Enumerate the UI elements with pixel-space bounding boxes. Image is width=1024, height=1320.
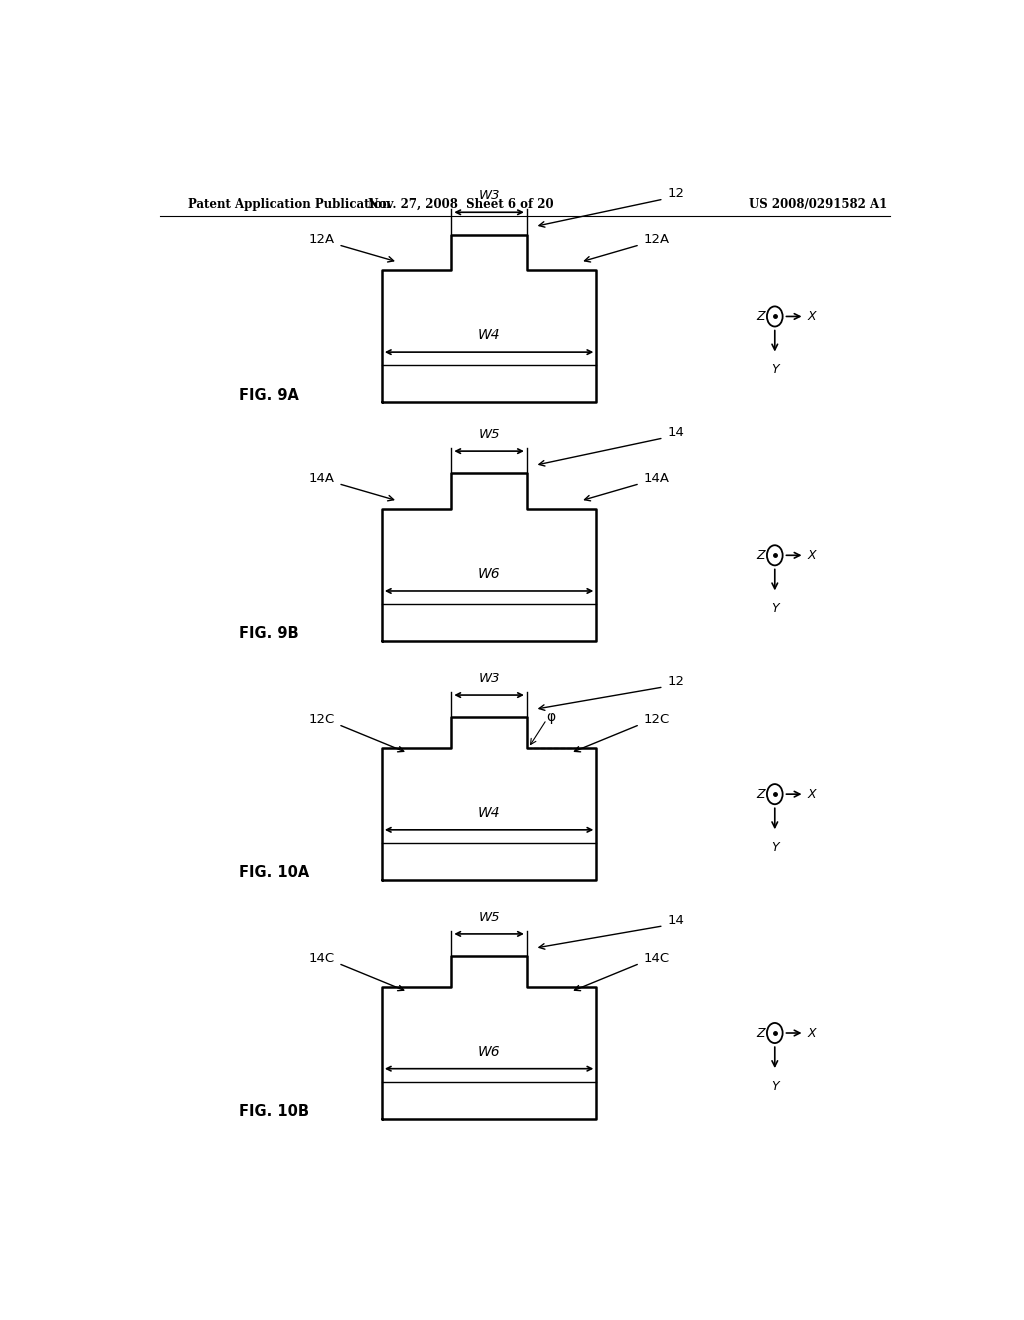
Text: W6: W6 <box>478 1044 501 1059</box>
Text: 12C: 12C <box>308 713 334 726</box>
Text: X: X <box>808 310 816 323</box>
Text: 14C: 14C <box>308 952 334 965</box>
Text: 12C: 12C <box>644 713 670 726</box>
Text: Nov. 27, 2008  Sheet 6 of 20: Nov. 27, 2008 Sheet 6 of 20 <box>369 198 554 211</box>
Text: W5: W5 <box>478 911 500 924</box>
Text: Y: Y <box>771 363 778 376</box>
Text: W6: W6 <box>478 566 501 581</box>
Text: Z: Z <box>757 549 765 562</box>
Text: 14A: 14A <box>308 473 334 484</box>
Text: W4: W4 <box>478 327 501 342</box>
Text: 14: 14 <box>668 426 684 440</box>
Text: X: X <box>808 549 816 562</box>
Text: FIG. 9B: FIG. 9B <box>240 627 299 642</box>
Text: W3: W3 <box>478 672 500 685</box>
Text: 14: 14 <box>668 915 684 927</box>
Text: W3: W3 <box>478 189 500 202</box>
Text: X: X <box>808 1027 816 1040</box>
Text: FIG. 10B: FIG. 10B <box>240 1104 309 1119</box>
Text: Y: Y <box>771 841 778 854</box>
Text: 14A: 14A <box>644 473 670 484</box>
Text: Y: Y <box>771 602 778 615</box>
Text: 12A: 12A <box>308 234 334 247</box>
Text: W4: W4 <box>478 805 501 820</box>
Text: FIG. 10A: FIG. 10A <box>240 866 309 880</box>
Text: X: X <box>808 788 816 801</box>
Text: 12: 12 <box>668 676 685 688</box>
Text: Patent Application Publication: Patent Application Publication <box>187 198 390 211</box>
Text: 12: 12 <box>668 187 685 201</box>
Text: Z: Z <box>757 788 765 801</box>
Text: 14C: 14C <box>644 952 670 965</box>
Text: Y: Y <box>771 1080 778 1093</box>
Text: Z: Z <box>757 1027 765 1040</box>
Text: φ: φ <box>547 710 556 725</box>
Text: 12A: 12A <box>644 234 670 247</box>
Text: US 2008/0291582 A1: US 2008/0291582 A1 <box>750 198 888 211</box>
Text: Z: Z <box>757 310 765 323</box>
Text: FIG. 9A: FIG. 9A <box>240 388 299 403</box>
Text: W5: W5 <box>478 428 500 441</box>
